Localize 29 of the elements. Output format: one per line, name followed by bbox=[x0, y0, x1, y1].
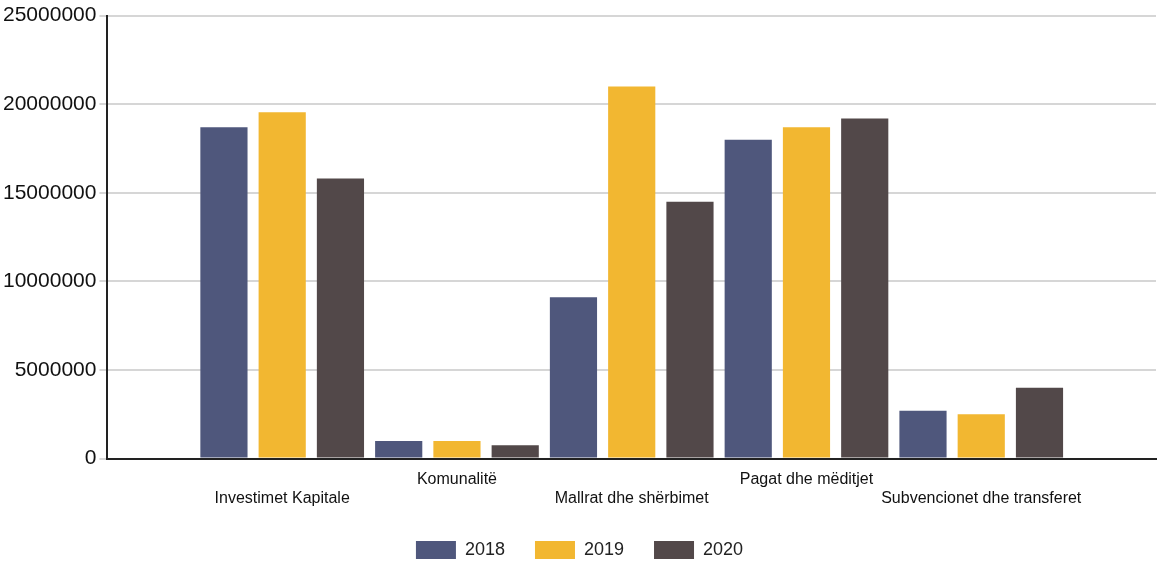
legend-label: 2019 bbox=[583, 538, 625, 559]
bar bbox=[782, 127, 831, 458]
y-tick-label: 25000000 bbox=[3, 2, 97, 26]
bar bbox=[724, 139, 772, 458]
bar bbox=[316, 178, 365, 458]
y-tick-label: 10000000 bbox=[3, 268, 97, 292]
y-tick-label: 15000000 bbox=[3, 179, 97, 203]
bar bbox=[375, 440, 423, 458]
bar bbox=[666, 201, 714, 458]
x-tick-label: Pagat dhe mëditjet bbox=[739, 469, 874, 487]
y-tick-label: 5000000 bbox=[14, 356, 97, 380]
bar bbox=[200, 127, 248, 458]
bar bbox=[491, 445, 539, 458]
x-tick-label: Investimet Kapitale bbox=[214, 488, 350, 506]
bar bbox=[608, 86, 656, 458]
bar bbox=[549, 297, 598, 458]
y-tick-label: 20000000 bbox=[3, 91, 97, 114]
bar bbox=[258, 112, 306, 458]
bar bbox=[433, 440, 481, 458]
legend-label: 2020 bbox=[703, 538, 744, 559]
bar bbox=[957, 414, 1005, 458]
bar bbox=[841, 118, 889, 458]
x-tick-label: Subvencionet dhe transferet bbox=[881, 488, 1082, 506]
y-tick-label: 0 bbox=[84, 445, 97, 469]
bar bbox=[899, 410, 947, 458]
bar bbox=[1015, 387, 1064, 458]
x-tick-label: Komunalitë bbox=[416, 469, 498, 487]
x-tick-label: Mallrat dhe shërbimet bbox=[554, 488, 710, 506]
legend-label: 2018 bbox=[464, 538, 505, 559]
